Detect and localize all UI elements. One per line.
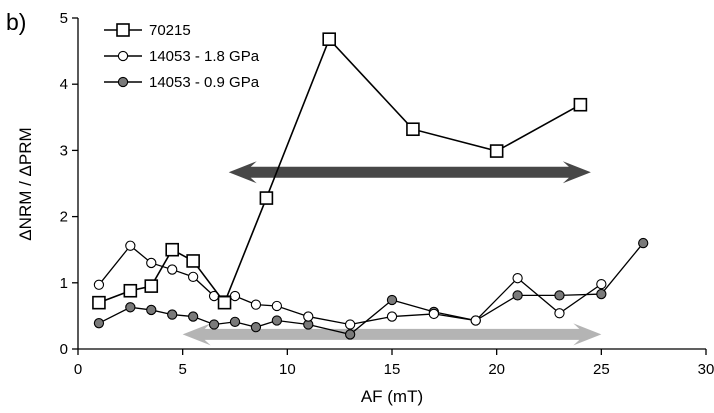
data-point [386, 311, 398, 322]
legend-label: 70215 [149, 22, 191, 39]
data-point [428, 308, 440, 320]
y-tick-label: 1 [60, 275, 68, 292]
legend-label: 14053 - 0.9 GPa [149, 74, 260, 91]
data-point [93, 318, 105, 329]
data-point [554, 290, 565, 301]
data-point [271, 315, 283, 326]
data-point [554, 308, 565, 319]
data-point [217, 295, 232, 310]
y-tick-label: 2 [60, 209, 68, 226]
data-point [271, 300, 283, 312]
data-point [406, 122, 420, 137]
legend: 70215 14053 - 1.8 GPa 14053 - 0.9 GPa [104, 22, 260, 91]
series-1 [92, 32, 588, 310]
arrows-layer [182, 161, 602, 346]
data-point [229, 316, 241, 328]
y-tick-label: 3 [60, 142, 68, 159]
ticks-layer: 0 5 10 15 20 25 30 0 1 2 3 4 5 [60, 10, 714, 378]
legend-label: 14053 - 1.8 GPa [149, 48, 260, 65]
data-point [144, 279, 159, 293]
data-point [259, 191, 274, 205]
x-tick-label: 30 [698, 361, 714, 378]
data-point [573, 97, 588, 112]
legend-marker [117, 76, 129, 88]
data-point [186, 254, 200, 268]
y-tick-label: 5 [60, 10, 68, 27]
data-point [93, 279, 105, 290]
data-point [167, 309, 178, 320]
y-axis-title: ΔNRM / ΔPRM [16, 127, 35, 240]
legend-marker [117, 50, 129, 62]
data-point [167, 264, 178, 275]
data-point [208, 319, 220, 330]
data-point [386, 294, 398, 306]
data-point [344, 319, 356, 330]
data-point [187, 311, 199, 322]
data-point [92, 295, 106, 310]
light-double-arrow [182, 323, 602, 346]
data-point [123, 283, 138, 298]
dark-double-arrow [228, 161, 591, 184]
x-tick-label: 20 [488, 361, 505, 378]
data-point [322, 32, 337, 46]
x-tick-label: 25 [593, 361, 610, 378]
data-point [146, 304, 157, 316]
data-point [125, 240, 136, 251]
series-layer [92, 32, 649, 340]
legend-marker [116, 23, 130, 37]
x-tick-label: 10 [279, 361, 296, 378]
y-tick-label: 0 [60, 341, 68, 358]
data-point [470, 315, 481, 326]
y-tick-label: 4 [60, 76, 68, 93]
data-point [250, 299, 262, 310]
data-point [638, 237, 649, 249]
panel-label: b) [6, 9, 26, 35]
data-point [596, 278, 607, 290]
data-point [344, 329, 356, 340]
x-tick-label: 15 [384, 361, 401, 378]
data-point [165, 242, 179, 257]
series-2 [93, 240, 607, 330]
data-point [489, 144, 504, 158]
data-point [250, 322, 262, 333]
x-tick-label: 0 [74, 361, 82, 378]
data-point [229, 290, 241, 302]
data-point [512, 273, 523, 284]
x-axis-title: AF (mT) [361, 387, 423, 406]
x-tick-label: 5 [178, 361, 186, 378]
data-point [303, 311, 314, 322]
data-point [146, 257, 157, 269]
data-point [187, 271, 199, 282]
data-point [512, 290, 523, 301]
data-point [596, 288, 607, 300]
data-point [125, 302, 136, 313]
